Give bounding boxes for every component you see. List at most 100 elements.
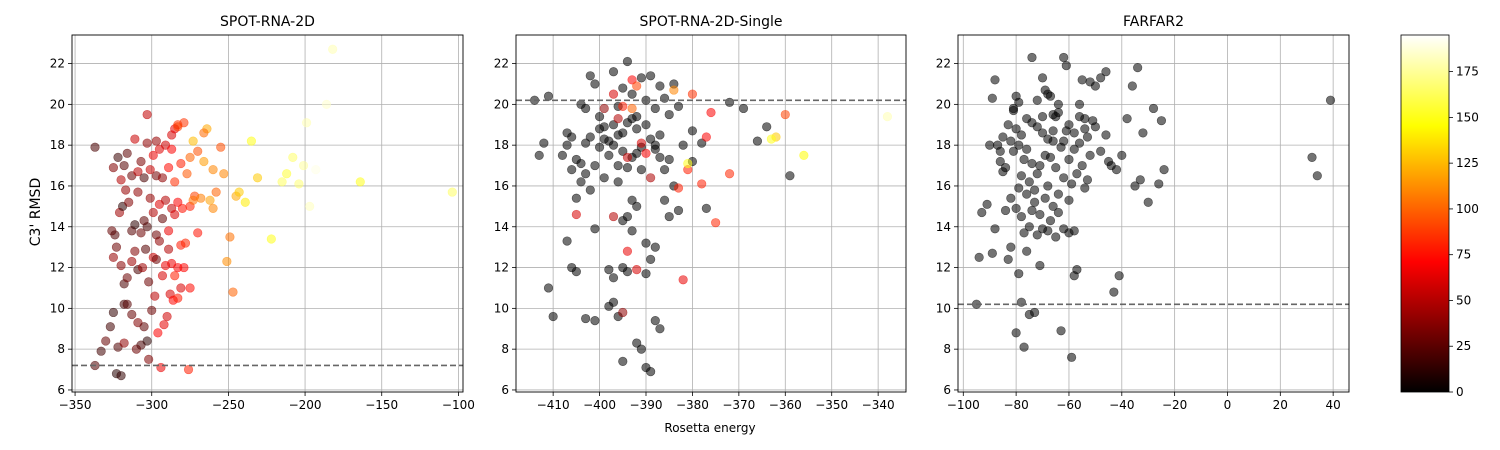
- data-point: [1082, 175, 1093, 185]
- y-tick-label: 12: [50, 261, 65, 275]
- data-point: [1111, 165, 1122, 175]
- data-point: [995, 156, 1005, 167]
- data-point: [1030, 197, 1040, 207]
- data-point: [1066, 179, 1077, 189]
- panel-spot-rna-2d-single: −410 −400 −390 −380 −370 −360 −350 −340 6 8 10 12 14…: [494, 14, 907, 412]
- data-point: [193, 228, 203, 238]
- y-tick-label: 12: [936, 261, 951, 275]
- data-point: [678, 140, 688, 150]
- data-point: [277, 177, 287, 187]
- data-point: [298, 160, 309, 171]
- data-point: [539, 138, 549, 148]
- data-point: [1043, 181, 1053, 191]
- data-point: [173, 293, 183, 303]
- x-tick-label: −100: [947, 398, 980, 412]
- data-point: [311, 165, 321, 175]
- data-point: [646, 254, 656, 264]
- data-point: [1000, 163, 1011, 173]
- data-point: [581, 169, 591, 179]
- data-point: [164, 163, 174, 173]
- data-point: [196, 193, 206, 203]
- x-tick-label: −300: [135, 398, 168, 412]
- data-point: [188, 136, 198, 146]
- data-point: [581, 138, 591, 148]
- data-point: [799, 150, 809, 160]
- data-point: [147, 305, 157, 316]
- data-point: [608, 211, 619, 222]
- x-tick-label: 0: [1224, 398, 1232, 412]
- axes-frame: [957, 34, 1350, 393]
- data-point: [1053, 189, 1063, 199]
- data-point: [173, 197, 183, 207]
- data-point: [613, 160, 623, 171]
- data-point: [627, 75, 637, 85]
- colorbar-tick-label: 150: [1456, 110, 1479, 124]
- shared-x-axis-label: Rosetta energy: [664, 421, 755, 435]
- data-point: [659, 93, 670, 103]
- data-point: [673, 101, 684, 111]
- data-point: [622, 56, 633, 67]
- colorbar-tick-label: 0: [1456, 385, 1464, 399]
- data-point: [599, 103, 609, 114]
- data-point: [1090, 81, 1100, 91]
- data-point: [567, 165, 577, 175]
- y-tick-label: 14: [936, 220, 951, 234]
- data-point: [1014, 97, 1024, 107]
- data-point: [119, 338, 129, 348]
- data-point: [571, 267, 581, 277]
- data-point: [590, 316, 600, 326]
- data-point: [1154, 179, 1164, 189]
- data-point: [328, 44, 338, 54]
- data-point: [998, 132, 1008, 142]
- data-point: [122, 299, 132, 309]
- data-point: [1035, 160, 1045, 171]
- data-point: [571, 193, 581, 203]
- data-point: [762, 122, 772, 132]
- y-tick-label: 22: [936, 57, 951, 71]
- data-point: [1016, 171, 1027, 181]
- y-tick-label: 14: [50, 220, 65, 234]
- data-point: [1117, 150, 1127, 160]
- data-point: [1061, 60, 1071, 71]
- data-point: [1045, 91, 1056, 101]
- x-tick-label: 20: [1273, 398, 1288, 412]
- data-point: [1064, 154, 1074, 165]
- data-point: [1043, 226, 1053, 236]
- y-tick-label: 18: [494, 138, 509, 152]
- data-point: [1069, 128, 1079, 138]
- data-point: [618, 307, 628, 318]
- data-point: [127, 256, 137, 267]
- data-point: [571, 154, 581, 165]
- data-point: [173, 122, 183, 132]
- x-tick-label: −350: [815, 398, 848, 412]
- x-tick-label: −390: [630, 398, 663, 412]
- data-point: [142, 109, 152, 120]
- data-point: [655, 130, 665, 140]
- data-point: [655, 324, 665, 334]
- data-point: [882, 111, 893, 122]
- data-point: [585, 71, 595, 81]
- data-point: [1032, 230, 1042, 240]
- data-point: [636, 138, 646, 148]
- y-tick-label: 10: [50, 301, 65, 315]
- data-point: [116, 260, 126, 271]
- data-point: [1064, 120, 1074, 130]
- data-point: [641, 148, 651, 158]
- data-point: [1022, 144, 1032, 154]
- data-point: [1008, 105, 1019, 116]
- data-point: [1101, 130, 1111, 140]
- data-point: [225, 232, 235, 242]
- data-point: [157, 173, 168, 183]
- data-point: [590, 160, 600, 171]
- data-point: [673, 183, 684, 193]
- data-point: [608, 120, 619, 130]
- data-point: [711, 218, 721, 228]
- data-point: [119, 160, 129, 171]
- data-point: [641, 238, 651, 248]
- data-point: [1072, 169, 1082, 179]
- y-tick-label: 22: [50, 57, 65, 71]
- data-point: [1069, 144, 1079, 154]
- data-point: [151, 230, 161, 240]
- data-point: [159, 320, 169, 330]
- data-point: [1059, 136, 1069, 146]
